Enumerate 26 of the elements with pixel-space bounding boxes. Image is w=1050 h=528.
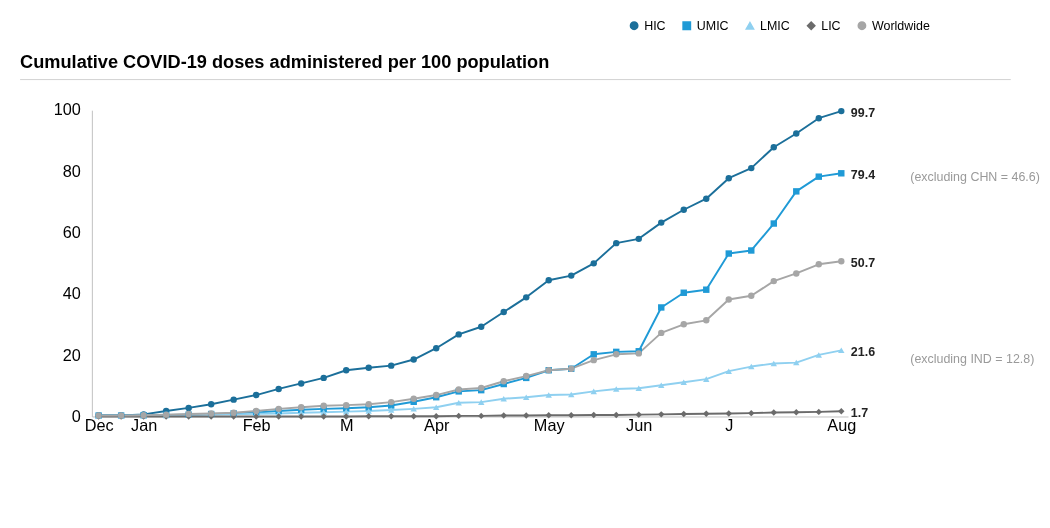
legend-label: UMIC xyxy=(696,18,729,33)
y-tick-label: 20 xyxy=(62,345,81,364)
y-tick-label: 80 xyxy=(62,161,81,180)
x-tick-label: M xyxy=(339,416,354,435)
y-tick-label: 100 xyxy=(53,100,81,119)
x-tick-label: Jun xyxy=(626,416,653,435)
y-tick-label: 0 xyxy=(71,406,81,425)
x-tick-label: Dec xyxy=(84,416,114,435)
legend-label: LMIC xyxy=(759,18,790,33)
legend-label: Worldwide xyxy=(871,18,930,33)
data-label: 99.7 xyxy=(850,105,876,120)
text: (excluding IND = 12.8) xyxy=(910,351,1035,366)
data-label: 21.6 xyxy=(850,345,876,360)
data-label: 50.7 xyxy=(850,255,876,270)
x-tick-label: Jan xyxy=(131,416,158,435)
legend-label: HIC xyxy=(644,18,666,33)
x-tick-label: Feb xyxy=(242,416,271,435)
y-tick-label: 60 xyxy=(62,222,81,241)
x-tick-label: J xyxy=(725,416,734,435)
data-label: 79.4 xyxy=(850,168,876,183)
text: (excluding CHN = 46.6) xyxy=(910,170,1040,185)
x-tick-label: Apr xyxy=(424,416,450,435)
y-tick-label: 40 xyxy=(62,284,81,303)
chart-title: Cumulative COVID-19 doses administered per 100 population xyxy=(20,52,550,73)
x-tick-label: May xyxy=(533,416,566,435)
legend-label: LIC xyxy=(821,18,841,33)
